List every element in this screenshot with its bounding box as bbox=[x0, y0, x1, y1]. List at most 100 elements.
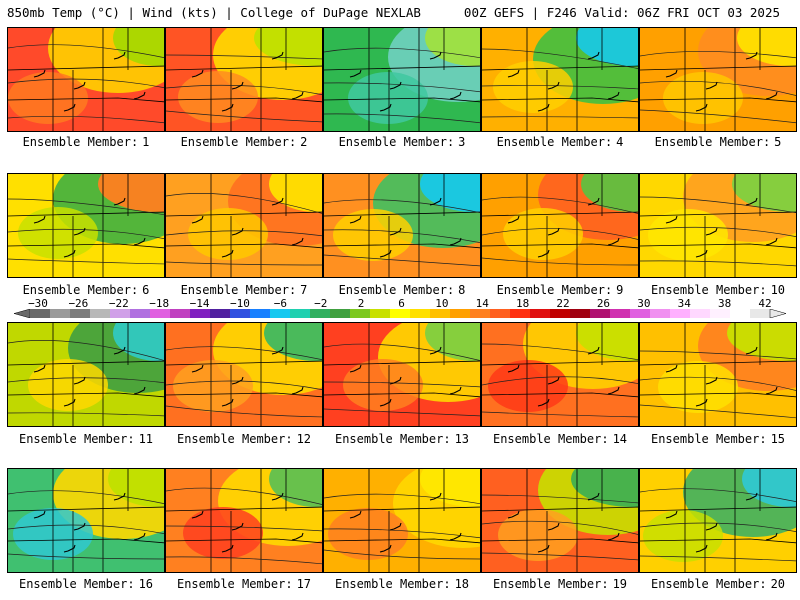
colorbar-swatch bbox=[650, 309, 671, 318]
ensemble-member-map bbox=[639, 27, 797, 132]
colorbar-swatch bbox=[610, 309, 631, 318]
member-number: 3 bbox=[458, 135, 466, 149]
member-caption: Ensemble Member: 8 bbox=[323, 283, 481, 297]
temperature-field bbox=[8, 469, 164, 572]
member-number: 15 bbox=[770, 432, 786, 446]
colorbar-swatch bbox=[150, 309, 171, 318]
colorbar-tick-label: −14 bbox=[189, 297, 210, 310]
temperature-field bbox=[640, 174, 796, 277]
colorbar-swatch bbox=[90, 309, 111, 318]
temperature-field bbox=[324, 469, 480, 572]
colorbar-swatch bbox=[730, 309, 751, 318]
ensemble-member-map bbox=[323, 468, 481, 573]
colorbar-swatch bbox=[250, 309, 271, 318]
ensemble-member-map bbox=[7, 173, 165, 278]
member-caption-label: Ensemble Member: bbox=[338, 283, 455, 297]
member-caption: Ensemble Member: 15 bbox=[639, 432, 797, 446]
member-number: 17 bbox=[296, 577, 312, 591]
ensemble-member-map bbox=[323, 322, 481, 427]
member-number: 6 bbox=[142, 283, 150, 297]
member-number: 2 bbox=[300, 135, 308, 149]
temperature-field bbox=[324, 28, 480, 131]
ensemble-member-map bbox=[481, 468, 639, 573]
member-caption: Ensemble Member: 1 bbox=[7, 135, 165, 149]
member-caption-label: Ensemble Member: bbox=[180, 135, 297, 149]
ensemble-member-map bbox=[481, 322, 639, 427]
member-caption: Ensemble Member: 7 bbox=[165, 283, 323, 297]
colorbar-swatch bbox=[450, 309, 471, 318]
member-caption-label: Ensemble Member: bbox=[176, 432, 293, 446]
colorbar-tick-label: −6 bbox=[273, 297, 287, 310]
temperature-field bbox=[640, 28, 796, 131]
colorbar-tick-label: −30 bbox=[28, 297, 48, 310]
member-caption-label: Ensemble Member: bbox=[334, 432, 451, 446]
member-caption-label: Ensemble Member: bbox=[180, 283, 297, 297]
member-caption: Ensemble Member: 10 bbox=[639, 283, 797, 297]
colorbar bbox=[14, 309, 786, 318]
temperature-field bbox=[482, 469, 638, 572]
member-number: 8 bbox=[458, 283, 466, 297]
ensemble-member-map bbox=[7, 468, 165, 573]
ensemble-member-map bbox=[7, 27, 165, 132]
ensemble-member-map bbox=[165, 468, 323, 573]
member-number: 4 bbox=[616, 135, 624, 149]
colorbar-swatch bbox=[390, 309, 411, 318]
temperature-field bbox=[640, 323, 796, 426]
page-title: 850mb Temp (°C) | Wind (kts) | College o… bbox=[7, 5, 421, 20]
colorbar-tick-label: −2 bbox=[314, 297, 328, 310]
colorbar-swatch bbox=[690, 309, 711, 318]
colorbar-tick-label: −26 bbox=[68, 297, 89, 310]
ensemble-member-map bbox=[639, 173, 797, 278]
colorbar-swatch bbox=[470, 309, 491, 318]
colorbar-swatch bbox=[190, 309, 211, 318]
member-caption: Ensemble Member: 11 bbox=[7, 432, 165, 446]
colorbar-swatch bbox=[210, 309, 231, 318]
colorbar-swatch bbox=[330, 309, 351, 318]
ensemble-member-map bbox=[165, 173, 323, 278]
colorbar-tick-label: 34 bbox=[677, 297, 691, 310]
ensemble-member-map bbox=[639, 468, 797, 573]
colorbar-swatch bbox=[670, 309, 691, 318]
member-number: 7 bbox=[300, 283, 308, 297]
temperature-field bbox=[8, 174, 164, 277]
temperature-field bbox=[166, 174, 322, 277]
member-number: 10 bbox=[770, 283, 786, 297]
member-caption: Ensemble Member: 20 bbox=[639, 577, 797, 591]
member-number: 12 bbox=[296, 432, 312, 446]
temperature-field bbox=[324, 323, 480, 426]
colorbar-tick-label: 38 bbox=[717, 297, 732, 310]
member-caption-label: Ensemble Member: bbox=[18, 432, 135, 446]
colorbar-swatch bbox=[530, 309, 551, 318]
temperature-field bbox=[482, 323, 638, 426]
colorbar-swatch bbox=[30, 309, 51, 318]
colorbar-swatch bbox=[70, 309, 91, 318]
colorbar-tick-label: 14 bbox=[475, 297, 489, 310]
member-caption: Ensemble Member: 6 bbox=[7, 283, 165, 297]
member-caption: Ensemble Member: 12 bbox=[165, 432, 323, 446]
colorbar-swatch bbox=[510, 309, 531, 318]
member-number: 16 bbox=[138, 577, 154, 591]
colorbar-swatch bbox=[570, 309, 591, 318]
colorbar-swatch bbox=[710, 309, 731, 318]
colorbar-tick-label: 30 bbox=[637, 297, 651, 310]
member-caption-label: Ensemble Member: bbox=[496, 283, 613, 297]
temperature-field bbox=[166, 28, 322, 131]
colorbar-tick-label: 10 bbox=[435, 297, 449, 310]
member-caption: Ensemble Member: 5 bbox=[639, 135, 797, 149]
member-caption: Ensemble Member: 4 bbox=[481, 135, 639, 149]
temperature-field bbox=[482, 174, 638, 277]
member-caption-label: Ensemble Member: bbox=[492, 432, 609, 446]
colorbar-swatch bbox=[130, 309, 151, 318]
colorbar-swatch bbox=[110, 309, 131, 318]
temperature-field bbox=[640, 469, 796, 572]
ensemble-member-map bbox=[481, 173, 639, 278]
member-caption: Ensemble Member: 14 bbox=[481, 432, 639, 446]
member-caption: Ensemble Member: 13 bbox=[323, 432, 481, 446]
member-number: 5 bbox=[774, 135, 782, 149]
member-caption-label: Ensemble Member: bbox=[22, 135, 139, 149]
member-caption: Ensemble Member: 2 bbox=[165, 135, 323, 149]
colorbar-swatch bbox=[290, 309, 311, 318]
colorbar-swatch bbox=[270, 309, 291, 318]
ensemble-member-map bbox=[639, 322, 797, 427]
ensemble-member-map bbox=[481, 27, 639, 132]
